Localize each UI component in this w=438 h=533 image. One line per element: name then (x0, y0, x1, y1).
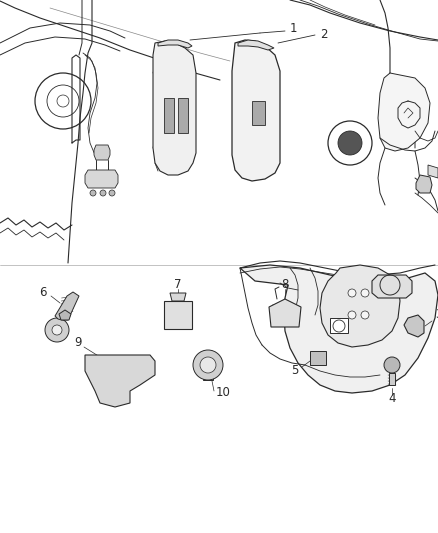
Polygon shape (94, 145, 110, 160)
Polygon shape (320, 265, 400, 347)
Polygon shape (153, 41, 196, 175)
Circle shape (338, 131, 362, 155)
Polygon shape (269, 299, 301, 327)
Text: 1: 1 (290, 22, 297, 36)
Polygon shape (232, 40, 280, 181)
Polygon shape (310, 351, 326, 365)
Polygon shape (55, 292, 79, 320)
Polygon shape (85, 170, 118, 188)
Polygon shape (164, 98, 174, 133)
Text: 8: 8 (281, 279, 289, 292)
Polygon shape (238, 40, 274, 50)
Circle shape (52, 325, 62, 335)
Text: 4: 4 (388, 392, 396, 405)
Text: 2: 2 (320, 28, 328, 42)
Circle shape (45, 318, 69, 342)
Circle shape (348, 289, 356, 297)
Circle shape (100, 190, 106, 196)
Text: 6: 6 (39, 287, 47, 300)
Text: 10: 10 (216, 386, 231, 400)
Polygon shape (389, 373, 395, 385)
Polygon shape (203, 365, 213, 380)
Circle shape (200, 357, 216, 373)
Circle shape (90, 190, 96, 196)
Text: 5: 5 (291, 365, 299, 377)
Polygon shape (404, 315, 424, 337)
Polygon shape (178, 98, 188, 133)
Circle shape (109, 190, 115, 196)
Polygon shape (170, 293, 186, 301)
Polygon shape (330, 318, 348, 333)
Polygon shape (59, 310, 71, 320)
Polygon shape (378, 73, 430, 151)
Circle shape (193, 350, 223, 380)
Polygon shape (416, 175, 432, 193)
Polygon shape (428, 165, 438, 178)
Text: 9: 9 (74, 336, 82, 350)
Polygon shape (85, 355, 155, 407)
Circle shape (384, 357, 400, 373)
Polygon shape (240, 265, 438, 393)
Polygon shape (164, 301, 192, 329)
Polygon shape (252, 101, 265, 125)
Polygon shape (158, 40, 192, 48)
Circle shape (361, 311, 369, 319)
Text: 7: 7 (174, 279, 182, 292)
Circle shape (348, 311, 356, 319)
Circle shape (361, 289, 369, 297)
Text: 3: 3 (435, 309, 438, 321)
Polygon shape (372, 275, 412, 298)
